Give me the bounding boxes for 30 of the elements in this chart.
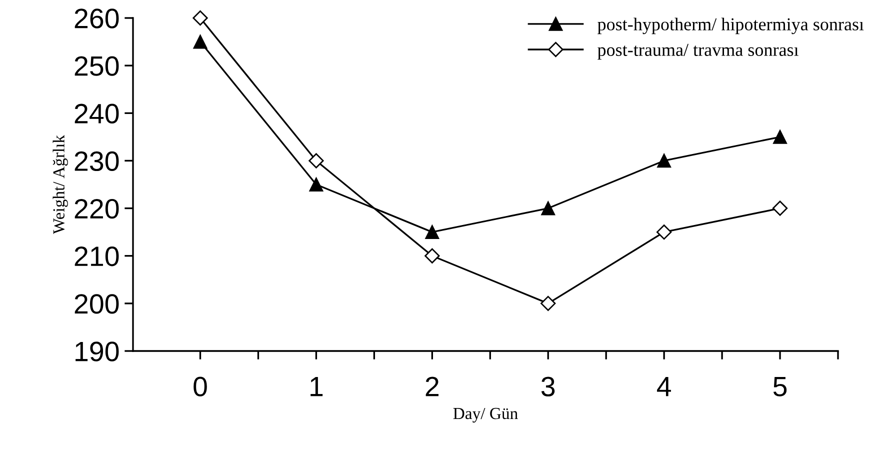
- x-tick-label: 5: [773, 377, 787, 396]
- x-tick-label: 3: [541, 376, 555, 396]
- point: [656, 224, 672, 240]
- point: [657, 154, 672, 168]
- y-tick-label: 190: [76, 342, 119, 362]
- x-tick-label: 4: [656, 377, 671, 396]
- y-tick-label: 200: [74, 294, 119, 314]
- x-axis-title: Day/ Gün: [453, 408, 518, 423]
- y-tick-label: 230: [74, 151, 119, 172]
- point: [308, 153, 324, 168]
- x-tick-label: 0: [194, 376, 207, 396]
- y-tick-label: 240: [74, 104, 119, 124]
- point: [425, 225, 440, 240]
- point: [540, 296, 556, 311]
- point: [192, 10, 208, 26]
- x-tick-label: 2: [426, 376, 438, 396]
- y-tick-label: 250: [74, 56, 119, 76]
- x-tick-label: 1: [310, 377, 323, 396]
- point: [309, 178, 324, 192]
- y-tick-label: 260: [74, 8, 119, 28]
- y-axis-title: Weight/ Ağrlık: [52, 134, 68, 234]
- y-tick-label: 220: [74, 198, 119, 219]
- point: [424, 248, 440, 264]
- y-tick-label: 210: [74, 246, 119, 266]
- legend-label: post-hypotherm/ hipotermiya sonrası: [598, 18, 864, 34]
- point: [541, 201, 556, 216]
- point: [773, 130, 787, 144]
- point: [772, 200, 788, 216]
- point: [193, 34, 208, 49]
- legend-label: post-trauma/ travma sonrası: [598, 44, 798, 60]
